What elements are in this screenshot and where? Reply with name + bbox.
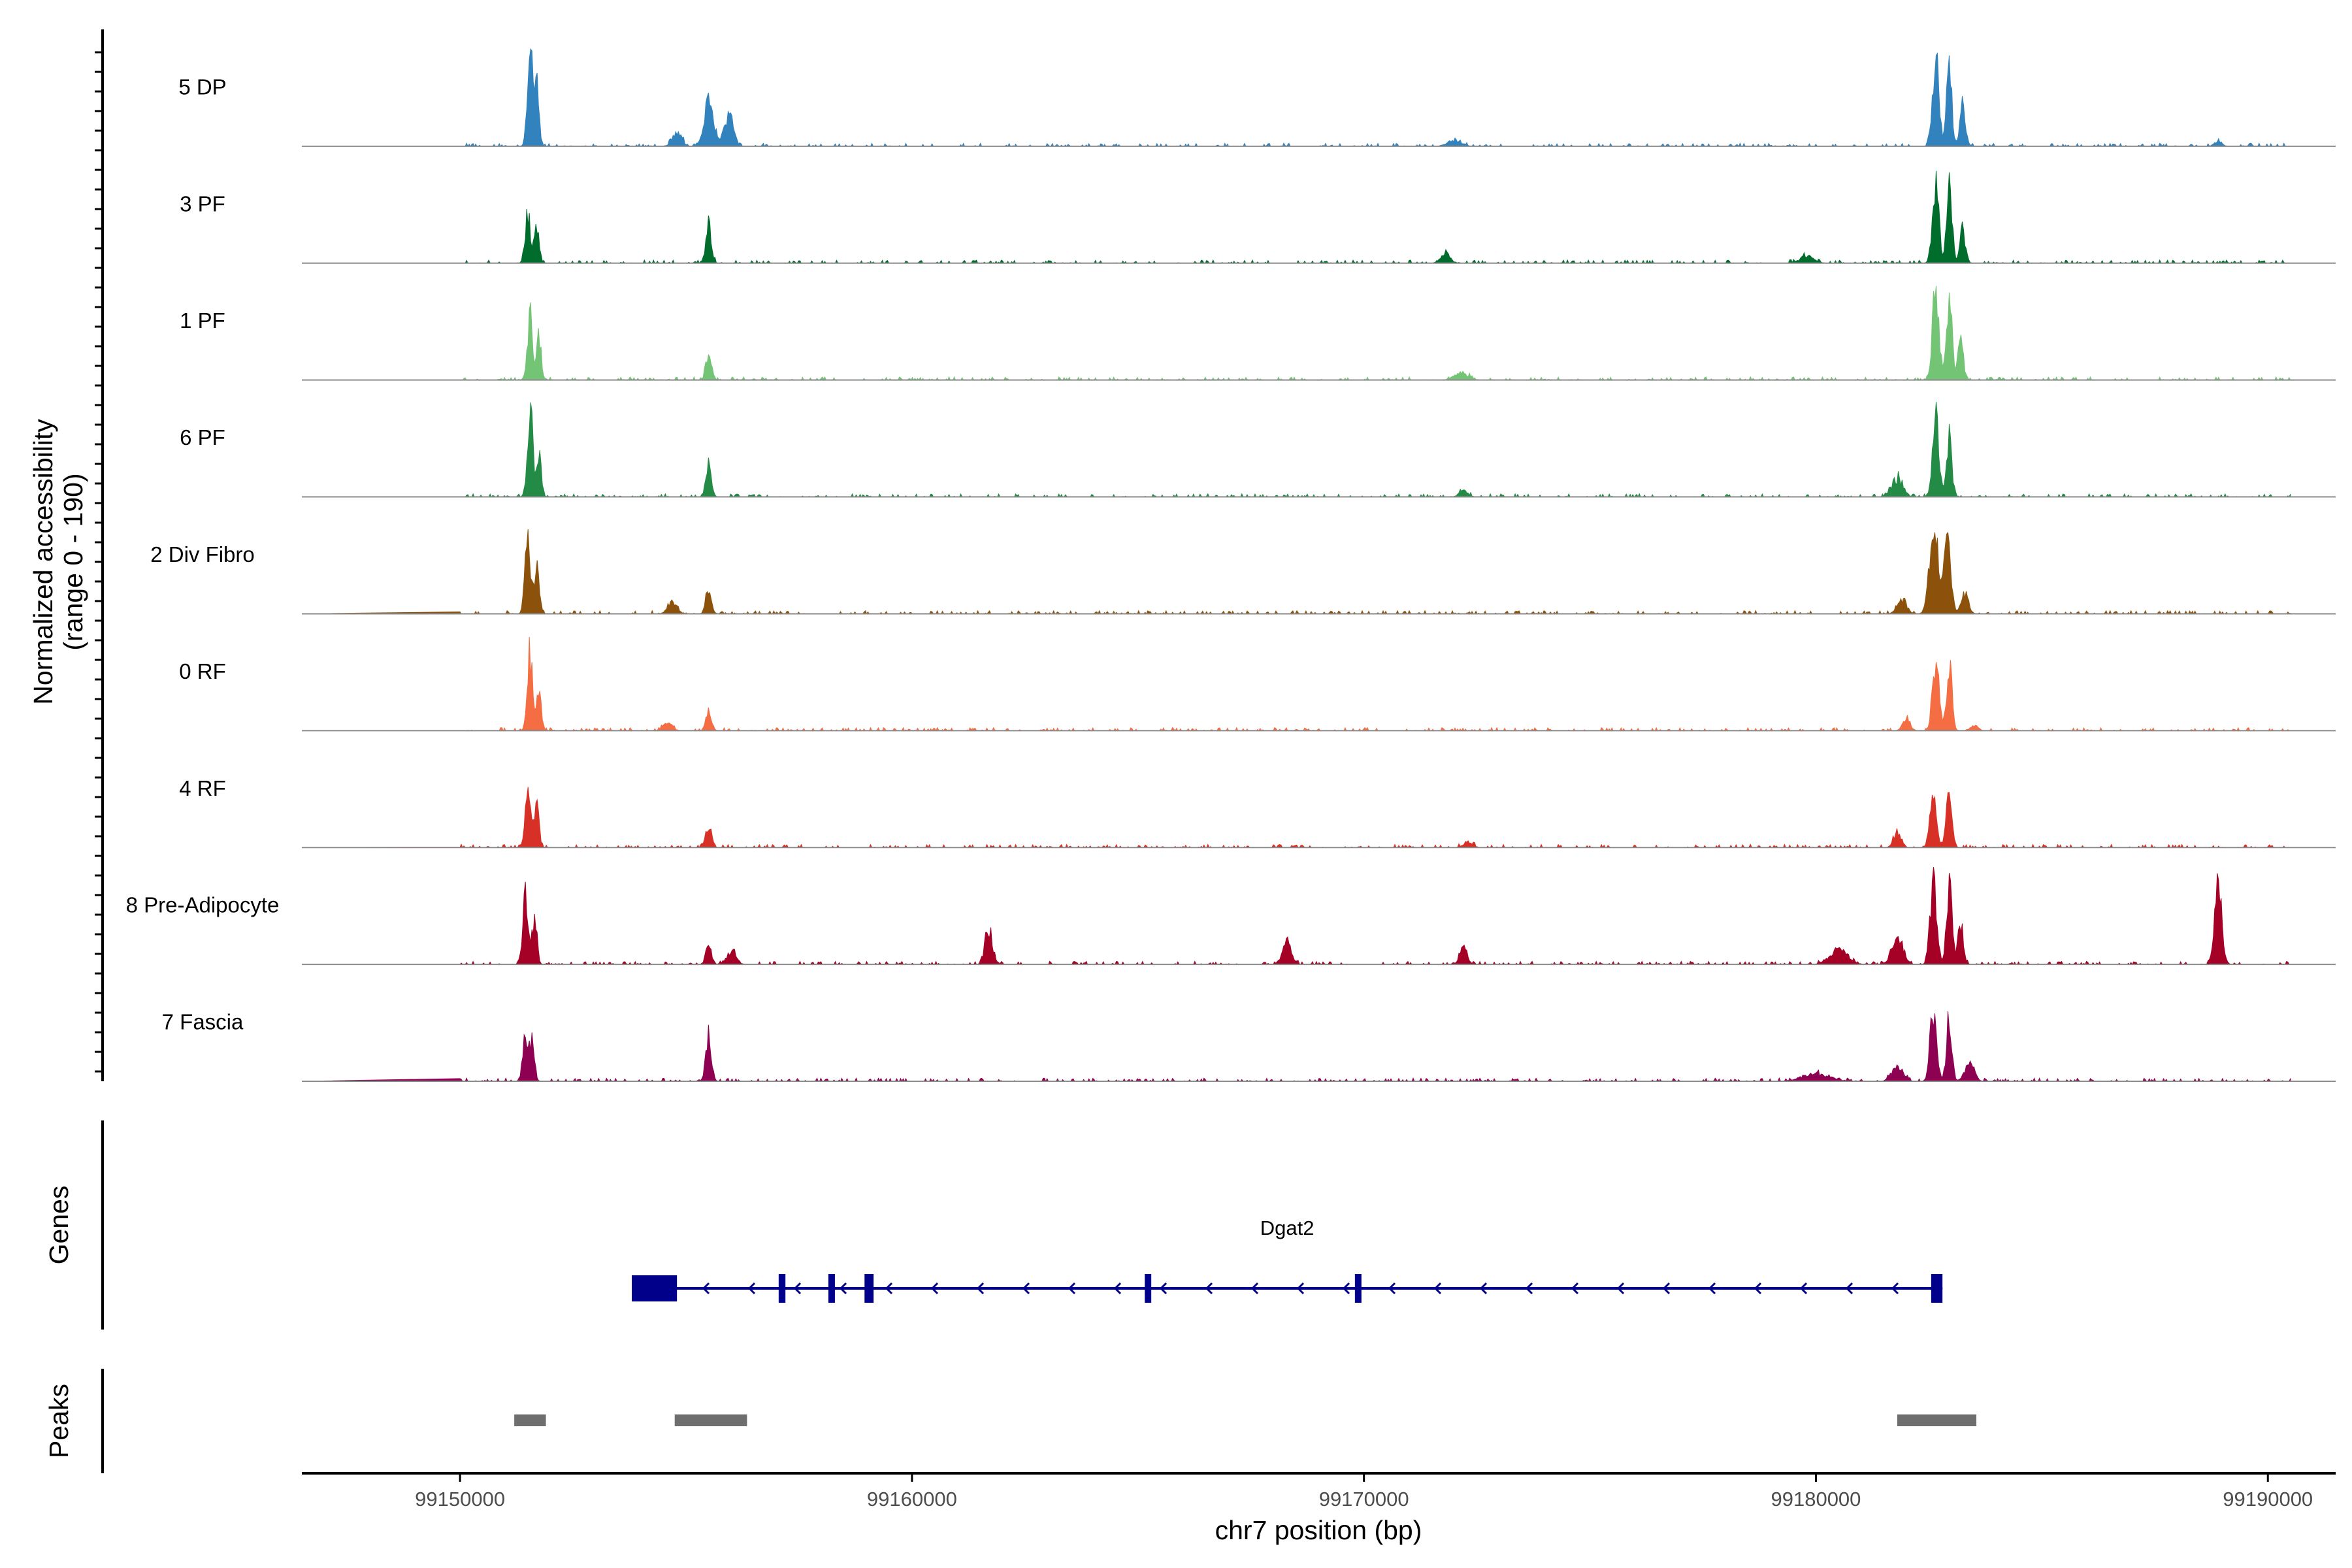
peak-regions — [514, 1414, 1977, 1426]
gene-exon — [828, 1274, 835, 1303]
track-label: 2 Div Fibro — [150, 542, 255, 566]
gene-exon — [631, 1275, 678, 1301]
x-tick-label: 99180000 — [1771, 1488, 1861, 1511]
gene-exon — [864, 1274, 874, 1303]
gene-label-dgat2: Dgat2 — [1260, 1217, 1315, 1239]
peak-region — [514, 1414, 546, 1426]
strand-arrow — [747, 1282, 756, 1295]
genes-panel-title: Genes — [44, 1186, 74, 1265]
strand-arrow — [1250, 1282, 1259, 1295]
x-tick-label: 99150000 — [415, 1488, 505, 1511]
peak-region — [674, 1414, 747, 1426]
gene-exon — [1145, 1274, 1152, 1303]
x-tick-label: 99170000 — [1319, 1488, 1409, 1511]
strand-arrow — [1388, 1282, 1396, 1295]
track-0-rf: 0 RF — [179, 636, 2336, 732]
strand-arrow — [1433, 1282, 1442, 1295]
gene-exon — [778, 1274, 786, 1303]
track-2-div-fibro: 2 Div Fibro — [150, 529, 2336, 615]
strand-arrow — [1799, 1282, 1808, 1295]
strand-arrow — [702, 1282, 710, 1295]
track-6-pf: 6 PF — [180, 402, 2336, 498]
strand-arrow — [1159, 1282, 1168, 1295]
strand-arrow — [1754, 1282, 1762, 1295]
peaks-panel-title: Peaks — [44, 1384, 74, 1458]
strand-arrow — [1891, 1282, 1899, 1295]
gene-exon — [1931, 1274, 1943, 1303]
track-7-fascia: 7 Fascia — [162, 1010, 2336, 1083]
x-tick-label: 99190000 — [2223, 1488, 2313, 1511]
strand-arrow — [1068, 1282, 1076, 1295]
strand-arrow — [930, 1282, 939, 1295]
strand-arrow — [1479, 1282, 1488, 1295]
strand-arrow — [1525, 1282, 1533, 1295]
track-label: 1 PF — [180, 308, 225, 333]
y-axis-title-line1: Normalized accessibility — [28, 419, 58, 705]
track-label: 4 RF — [179, 776, 226, 800]
strand-arrow — [1022, 1282, 1030, 1295]
accessibility-tracks: 5 DP 3 PF 1 PF 6 PF 2 Div Fibro 0 RF 4 RF 8 Pre… — [126, 48, 2336, 1083]
strand-arrow — [839, 1282, 847, 1295]
strand-arrow — [885, 1282, 893, 1295]
strand-arrow — [793, 1282, 802, 1295]
track-4-rf: 4 RF — [179, 776, 2336, 849]
strand-arrow — [976, 1282, 985, 1295]
x-axis-ticks: 99150000 99160000 99170000 99180000 99190000 — [415, 1473, 2313, 1511]
strand-arrow — [1342, 1282, 1350, 1295]
x-axis-title: chr7 position (bp) — [1215, 1515, 1422, 1545]
track-5-dp: 5 DP — [178, 48, 2336, 148]
strand-arrow — [1571, 1282, 1579, 1295]
strand-arrow — [1662, 1282, 1671, 1295]
gene-track: Dgat2 — [631, 1217, 1943, 1303]
strand-arrow — [1845, 1282, 1854, 1295]
strand-arrow — [1296, 1282, 1305, 1295]
x-tick-label: 99160000 — [867, 1488, 957, 1511]
track-label: 6 PF — [180, 425, 225, 449]
strand-arrow — [1708, 1282, 1716, 1295]
track-label: 3 PF — [180, 191, 225, 216]
track-label: 5 DP — [178, 74, 226, 99]
track-3-pf: 3 PF — [180, 171, 2336, 264]
track-8-pre-adipocyte: 8 Pre-Adipocyte — [126, 867, 2336, 966]
strand-arrow — [1616, 1282, 1625, 1295]
accessibility-y-ticks — [95, 51, 103, 1073]
track-label: 0 RF — [179, 659, 226, 683]
track-label: 8 Pre-Adipocyte — [126, 893, 280, 917]
track-1-pf: 1 PF — [180, 286, 2336, 381]
y-axis-title-line2: (range 0 - 190) — [58, 473, 88, 650]
strand-arrow — [1205, 1282, 1213, 1295]
gene-exon — [1354, 1274, 1362, 1303]
track-label: 7 Fascia — [162, 1010, 244, 1034]
strand-arrow — [1113, 1282, 1122, 1295]
peak-region — [1897, 1414, 1977, 1426]
